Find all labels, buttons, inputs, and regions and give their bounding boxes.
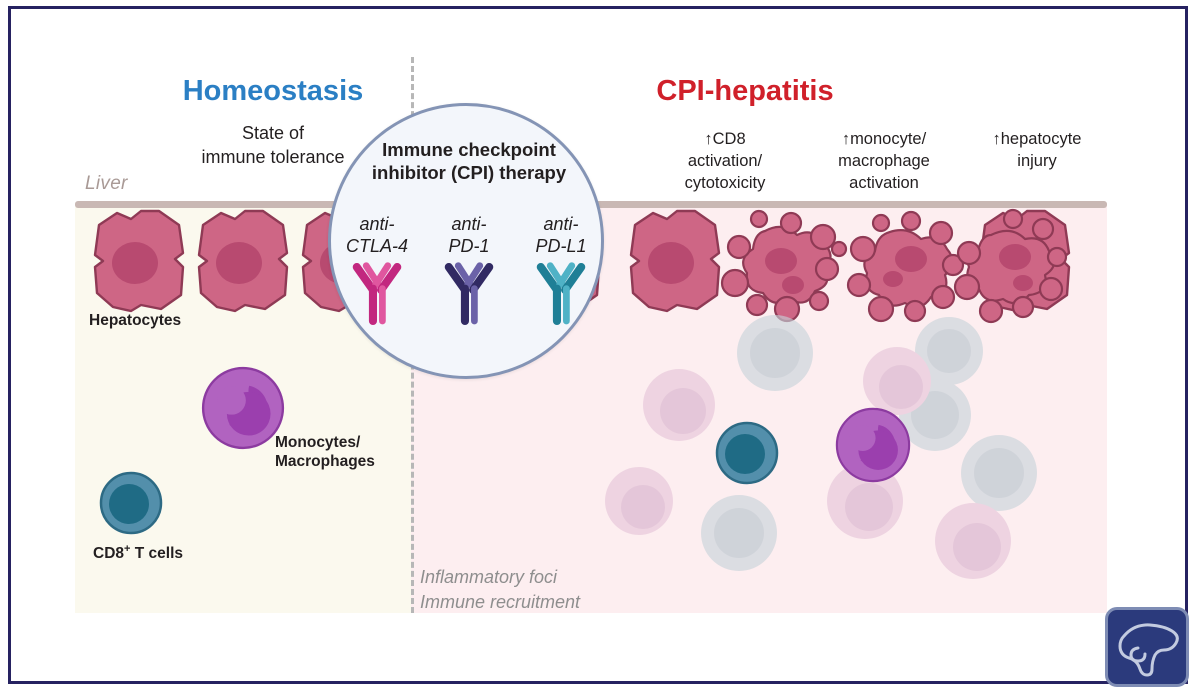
antibody-row: anti- CTLA-4 anti-	[331, 214, 607, 326]
recruited-cells-faded	[605, 315, 1037, 579]
figure-panel: Liver Homeostasis State of immune tolera…	[75, 33, 1107, 613]
cpi-col1-line2: activation/	[687, 151, 763, 170]
figure-frame: Liver Homeostasis State of immune tolera…	[8, 6, 1188, 684]
monocytes-label-line2: Macrophages	[275, 453, 375, 471]
homeostasis-subtitle-line2: immune tolerance	[201, 147, 345, 168]
antibody-2-line2: PD-L1	[535, 235, 587, 256]
cd8-label-superscript: +	[124, 543, 131, 555]
hepatocytes-label: Hepatocytes	[89, 312, 182, 329]
cpi-col1-line1: ↑CD8	[704, 130, 746, 148]
liver-label: Liver	[85, 173, 128, 194]
cd8-label-suffix: T cells	[130, 545, 184, 563]
liver-logo[interactable]	[1105, 607, 1189, 687]
antibody-anti-pd1: anti- PD-1	[427, 214, 511, 326]
immune-recruitment-note: Immune recruitment	[420, 592, 581, 613]
cd8-tcell	[99, 471, 163, 535]
antibody-1-line2: PD-1	[448, 235, 490, 256]
cpi-column-cd8: ↑CD8 activation/ cytotoxicity	[635, 129, 815, 194]
cells-layer	[75, 201, 1107, 579]
antibody-2-line1: anti-	[543, 214, 579, 234]
monocytes-label: Monocytes/ Macrophages	[275, 433, 395, 472]
activated-macrophage	[835, 407, 911, 483]
antibody-icon-ctla4	[352, 262, 402, 326]
damaged-hepatocyte-nuclei	[765, 244, 1033, 294]
antibody-0-line1: anti-	[359, 214, 395, 234]
cd8-tcells-label: CD8+ T cells	[93, 543, 183, 564]
cpi-circle-title: Immune checkpoint inhibitor (CPI) therap…	[331, 138, 607, 184]
antibody-anti-pdl1: anti- PD-L1	[519, 214, 603, 326]
inflammatory-foci-note: Inflammatory foci	[420, 567, 558, 587]
cpi-title-line2: inhibitor (CPI) therapy	[371, 162, 567, 184]
liver-logo-icon	[1118, 623, 1179, 677]
homeostasis-heading: Homeostasis	[182, 75, 364, 107]
activated-tcell	[715, 421, 779, 485]
cpi-hepatitis-heading: CPI-hepatitis	[656, 75, 834, 107]
cpi-col3-line2: injury	[1017, 151, 1057, 170]
monocytes-label-line1: Monocytes/	[275, 434, 361, 451]
cpi-therapy-circle: Immune checkpoint inhibitor (CPI) therap…	[328, 103, 604, 379]
cpi-title-line1: Immune checkpoint	[382, 139, 556, 160]
antibody-anti-ctla4: anti- CTLA-4	[335, 214, 419, 326]
inflammatory-notes: Inflammatory foci Immune recruitment	[420, 565, 580, 615]
cpi-col1-line3: cytotoxicity	[684, 173, 766, 192]
cpi-col3-line1: ↑hepatocyte	[992, 130, 1082, 148]
cpi-column-monocyte: ↑monocyte/ macrophage activation	[789, 129, 979, 194]
cpi-col2-line2: macrophage	[838, 151, 930, 170]
antibody-icon-pdl1	[536, 262, 586, 326]
antibody-icon-pd1	[444, 262, 494, 326]
homeostasis-subtitle: State of immune tolerance	[153, 121, 393, 170]
homeostasis-subtitle-line1: State of	[241, 123, 305, 143]
antibody-1-line1: anti-	[451, 214, 487, 234]
cpi-col2-line3: activation	[849, 173, 919, 192]
cpi-col2-line1: ↑monocyte/	[841, 130, 927, 148]
cd8-label-prefix: CD8	[93, 545, 125, 563]
antibody-0-line2: CTLA-4	[345, 235, 408, 256]
cpi-column-hepatocyte: ↑hepatocyte injury	[947, 129, 1127, 173]
monocyte-macrophage-cell	[201, 366, 285, 450]
